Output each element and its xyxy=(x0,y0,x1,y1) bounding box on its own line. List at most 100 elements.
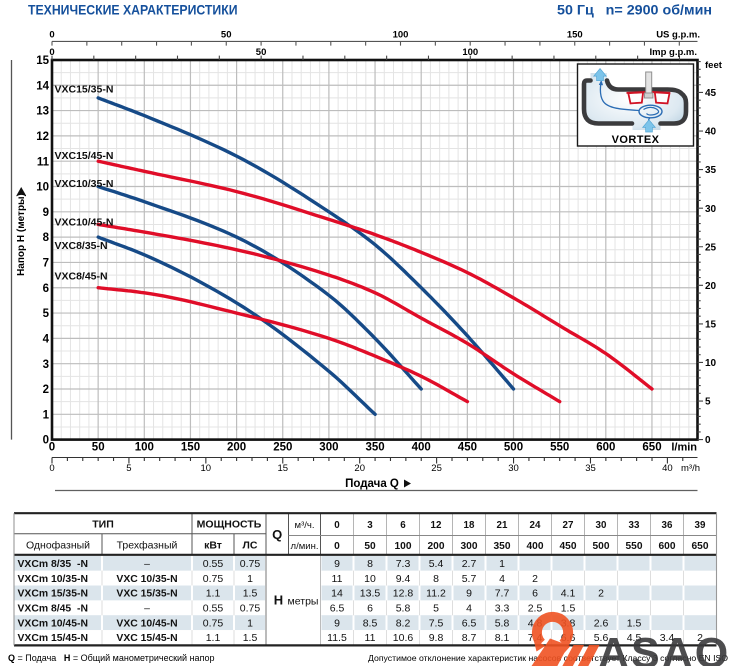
svg-text:4: 4 xyxy=(466,603,472,615)
svg-text:2: 2 xyxy=(532,573,538,585)
svg-text:0.55: 0.55 xyxy=(203,558,224,570)
svg-text:14: 14 xyxy=(36,80,49,92)
svg-text:9: 9 xyxy=(466,588,472,600)
svg-text:12: 12 xyxy=(431,520,442,531)
svg-text:VXC10/35-N: VXC10/35-N xyxy=(55,178,114,190)
svg-text:0: 0 xyxy=(49,30,54,41)
svg-text:ТЕХНИЧЕСКИЕ ХАРАКТЕРИСТИКИ: ТЕХНИЧЕСКИЕ ХАРАКТЕРИСТИКИ xyxy=(28,1,238,17)
svg-text:13: 13 xyxy=(36,106,49,118)
svg-text:0: 0 xyxy=(49,463,54,474)
svg-text:VXCm 15/45-N: VXCm 15/45-N xyxy=(18,633,88,644)
svg-text:8.7: 8.7 xyxy=(462,632,477,644)
svg-text:5.8: 5.8 xyxy=(396,603,411,615)
svg-text:3.3: 3.3 xyxy=(495,603,510,615)
svg-text:40: 40 xyxy=(705,127,717,138)
svg-text:Q: Q xyxy=(272,527,282,542)
svg-text:9.8: 9.8 xyxy=(429,632,444,644)
svg-text:Imp g.p.m.: Imp g.p.m. xyxy=(650,47,698,58)
svg-text:5.8: 5.8 xyxy=(495,617,510,629)
svg-text:6.5: 6.5 xyxy=(330,603,345,615)
svg-text:0: 0 xyxy=(334,541,340,552)
svg-text:л/мин.: л/мин. xyxy=(291,541,319,552)
svg-text:VORTEX: VORTEX xyxy=(612,134,660,146)
svg-text:VXC 15/35-N: VXC 15/35-N xyxy=(116,589,177,600)
svg-text:6: 6 xyxy=(367,603,373,615)
svg-text:7.7: 7.7 xyxy=(495,588,510,600)
svg-text:9: 9 xyxy=(334,558,340,570)
svg-text:24: 24 xyxy=(530,520,541,531)
svg-text:VXCm 10/35-N: VXCm 10/35-N xyxy=(18,574,88,585)
svg-text:50: 50 xyxy=(221,30,232,41)
svg-text:6.5: 6.5 xyxy=(462,617,477,629)
svg-text:11: 11 xyxy=(332,573,343,585)
svg-text:VXC 10/45-N: VXC 10/45-N xyxy=(116,618,177,629)
svg-text:300: 300 xyxy=(461,541,478,552)
svg-text:6: 6 xyxy=(400,520,406,531)
svg-text:10: 10 xyxy=(36,182,49,194)
svg-text:6: 6 xyxy=(532,588,538,600)
svg-text:9: 9 xyxy=(334,617,340,629)
svg-text:30: 30 xyxy=(596,520,607,531)
svg-text:200: 200 xyxy=(227,442,246,454)
svg-text:8.5: 8.5 xyxy=(363,617,378,629)
svg-text:Напор H (метры): Напор H (метры) xyxy=(16,193,27,276)
svg-text:1.5: 1.5 xyxy=(561,603,576,615)
svg-text:35: 35 xyxy=(585,463,596,474)
svg-text:VXC8/45-N: VXC8/45-N xyxy=(55,271,108,283)
svg-text:1: 1 xyxy=(247,573,253,585)
svg-text:м³/ч.: м³/ч. xyxy=(295,520,315,531)
svg-text:11: 11 xyxy=(37,156,50,168)
svg-text:500: 500 xyxy=(504,442,523,454)
svg-text:30: 30 xyxy=(705,204,717,215)
svg-text:9.4: 9.4 xyxy=(396,573,411,585)
svg-text:11.2: 11.2 xyxy=(426,588,446,600)
svg-text:ЛС: ЛС xyxy=(243,539,258,551)
svg-text:21: 21 xyxy=(497,520,508,531)
svg-text:5: 5 xyxy=(126,463,131,474)
svg-text:10: 10 xyxy=(705,358,717,369)
svg-text:3: 3 xyxy=(367,520,373,531)
svg-text:VXC10/45-N: VXC10/45-N xyxy=(55,217,114,229)
svg-text:4.1: 4.1 xyxy=(561,588,576,600)
svg-text:12.8: 12.8 xyxy=(393,588,414,600)
svg-text:1.5: 1.5 xyxy=(627,617,642,629)
svg-text:–: – xyxy=(144,559,150,570)
svg-text:ASAO: ASAO xyxy=(598,630,730,666)
svg-text:7: 7 xyxy=(43,258,49,270)
svg-text:5: 5 xyxy=(43,308,50,320)
svg-text:4.5: 4.5 xyxy=(627,632,642,644)
svg-text:650: 650 xyxy=(642,442,661,454)
svg-text:18: 18 xyxy=(464,520,475,531)
svg-text:5.6: 5.6 xyxy=(594,632,609,644)
svg-text:VXC 15/45-N: VXC 15/45-N xyxy=(116,633,177,644)
svg-text:30: 30 xyxy=(508,463,519,474)
svg-text:50: 50 xyxy=(364,541,376,552)
svg-text:Однофазный: Однофазный xyxy=(26,539,90,551)
svg-text:H: H xyxy=(274,592,283,607)
svg-text:5: 5 xyxy=(705,397,711,408)
svg-text:0.75: 0.75 xyxy=(203,573,224,585)
svg-text:8: 8 xyxy=(43,232,50,244)
svg-text:350: 350 xyxy=(366,442,385,454)
svg-text:0.75: 0.75 xyxy=(240,603,261,615)
svg-text:50: 50 xyxy=(256,47,267,58)
svg-text:50: 50 xyxy=(92,442,105,454)
svg-text:600: 600 xyxy=(596,442,615,454)
svg-text:400: 400 xyxy=(527,541,544,552)
svg-text:1: 1 xyxy=(247,617,253,629)
svg-text:4: 4 xyxy=(43,334,50,346)
svg-text:25: 25 xyxy=(705,242,717,253)
svg-text:0: 0 xyxy=(49,442,55,454)
svg-text:7.3: 7.3 xyxy=(396,558,411,570)
svg-text:100: 100 xyxy=(462,47,478,58)
svg-text:0: 0 xyxy=(334,520,340,531)
svg-text:39: 39 xyxy=(695,520,706,531)
svg-text:150: 150 xyxy=(567,30,583,41)
svg-text:4: 4 xyxy=(499,573,505,585)
svg-text:20: 20 xyxy=(705,281,717,292)
svg-text:2.6: 2.6 xyxy=(594,617,609,629)
svg-text:14: 14 xyxy=(331,588,343,600)
svg-text:9: 9 xyxy=(43,207,49,219)
svg-text:US g.p.m.: US g.p.m. xyxy=(656,30,700,41)
svg-text:550: 550 xyxy=(626,541,643,552)
